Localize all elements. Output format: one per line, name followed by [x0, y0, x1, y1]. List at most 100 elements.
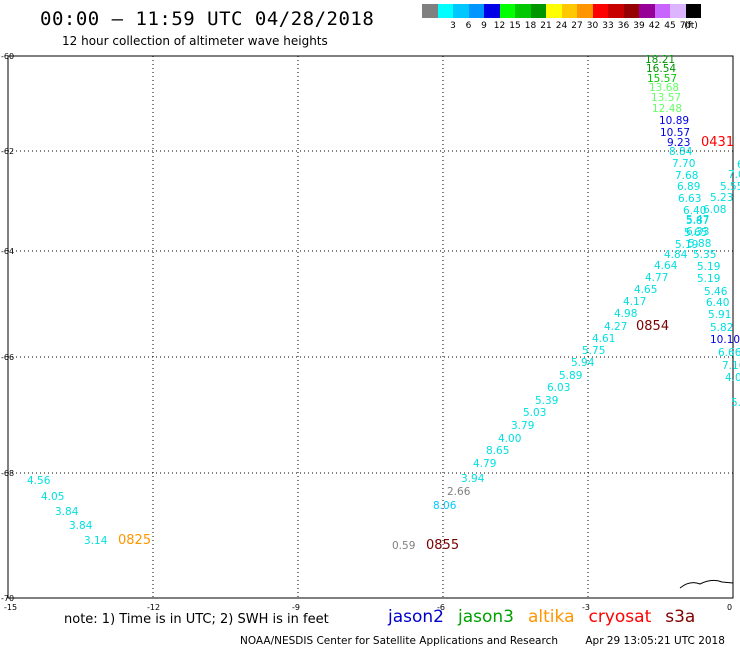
- wave-height-value: 0.59: [392, 540, 415, 552]
- latitude-label: -62: [1, 147, 14, 156]
- wave-height-value: 4.61: [592, 333, 615, 345]
- legend-swatch: [639, 4, 655, 18]
- wave-height-value: 8.06: [433, 500, 457, 512]
- legend-unit: (ft): [684, 21, 698, 31]
- legend-swatch: [453, 4, 469, 18]
- legend-label: 33: [602, 21, 614, 31]
- legend-swatch: [670, 4, 686, 18]
- satellite-name: jason2: [388, 607, 444, 627]
- legend-swatch: [422, 4, 438, 18]
- longitude-label: -9: [292, 603, 300, 612]
- wave-height-value: 6.08: [703, 204, 726, 216]
- legend-swatch: [530, 4, 546, 18]
- wave-height-value: 4.98: [614, 308, 637, 320]
- wave-height-value: 6.63: [678, 193, 701, 205]
- legend-label: 27: [571, 21, 583, 31]
- wave-height-value: 7.68: [675, 170, 698, 182]
- wave-height-value: 5.94: [571, 357, 595, 369]
- wave-height-value: 5.03: [523, 407, 546, 419]
- wave-height-value: 5.82: [710, 322, 733, 334]
- legend-label: 42: [648, 21, 661, 31]
- legend-label: 30: [586, 21, 599, 31]
- longitude-label: -12: [147, 603, 160, 612]
- pass-time-label: 0825: [118, 533, 151, 548]
- wave-height-value: 4.84: [664, 249, 688, 261]
- legend-label: 21: [540, 21, 552, 31]
- wave-height-value: 5.35: [693, 249, 716, 261]
- wave-height-value: 16.54: [646, 63, 676, 75]
- wave-height-value: 4.65: [634, 284, 657, 296]
- wave-height-value: 5.55: [720, 181, 740, 193]
- map-frame: [7, 55, 734, 599]
- satellite-legend: jason2 jason3 altika cryosat s3a: [388, 607, 709, 627]
- wave-height-value: 7.16: [722, 360, 740, 372]
- legend-label: 6: [465, 21, 472, 31]
- wave-height-value: 6.40: [706, 297, 729, 309]
- wave-height-value: 6.89: [677, 181, 700, 193]
- wave-height-value: 4.05: [41, 491, 64, 503]
- legend-swatch: [685, 4, 701, 18]
- satellite-name: cryosat: [588, 607, 652, 627]
- wave-height-value: 6.03: [547, 382, 570, 394]
- wave-height-value: 4.77: [645, 272, 668, 284]
- wave-height-value: 6.66: [718, 347, 740, 359]
- legend-label: 36: [617, 21, 630, 31]
- wave-height-value: 3.94: [461, 473, 485, 485]
- wave-height-value: 5.65: [684, 227, 707, 239]
- longitude-label: -15: [4, 603, 17, 612]
- wave-height-value: 9.23: [667, 137, 690, 149]
- legend-label: 3: [450, 21, 456, 31]
- wave-height-value: 6.33: [686, 226, 709, 238]
- wave-height-value: 4.56: [27, 475, 51, 487]
- satellite-name: s3a: [665, 607, 696, 627]
- legend-swatch: [437, 4, 453, 18]
- wave-height-value: 5.47: [686, 214, 709, 226]
- legend-swatch: [608, 4, 624, 18]
- page-subtitle: 12 hour collection of altimeter wave hei…: [62, 34, 328, 48]
- wave-height-value: 3.84: [55, 506, 79, 518]
- wave-height-value: 5.23: [710, 192, 733, 204]
- wave-height-value: 7.70: [672, 158, 695, 170]
- legend-swatch: [499, 4, 515, 18]
- timestamp: Apr 29 13:05:21 UTC 2018: [585, 635, 725, 647]
- wave-height-value: 8.84: [669, 146, 693, 158]
- wave-height-value: 5.89: [559, 370, 582, 382]
- legend-label: 45: [664, 21, 676, 31]
- longitude-label: -3: [582, 603, 590, 612]
- wave-height-value: 8.65: [486, 445, 509, 457]
- credit-line: NOAA/NESDIS Center for Satellite Applica…: [240, 635, 725, 647]
- wave-height-value: 6: [737, 159, 740, 171]
- wave-height-value: 5.19: [697, 273, 720, 285]
- wave-height-value: 5.: [731, 397, 740, 409]
- latitude-label: -70: [1, 594, 14, 603]
- legend-swatch: [515, 4, 531, 18]
- legend-label: 15: [509, 21, 521, 31]
- legend-swatch: [623, 4, 639, 18]
- wave-height-value: 6.40: [683, 205, 706, 217]
- pass-time-label: 0431: [701, 135, 734, 150]
- wave-height-value: 13.57: [651, 92, 681, 104]
- wave-height-value: 3.84: [69, 520, 93, 532]
- wave-height-value: 15.57: [647, 73, 677, 85]
- wave-height-value: 5.19: [675, 239, 698, 251]
- wave-height-value: 3.14: [84, 535, 108, 547]
- wave-height-value: 2.66: [447, 486, 471, 498]
- legend-swatch: [654, 4, 670, 18]
- satellite-name: jason3: [458, 607, 514, 627]
- longitude-label: -6: [437, 603, 445, 612]
- legend-swatch: [546, 4, 562, 18]
- pass-time-label: 0854: [636, 319, 669, 334]
- legend-swatch: [577, 4, 593, 18]
- wave-height-value: 5.88: [688, 238, 711, 250]
- wave-height-value: 5.46: [704, 286, 728, 298]
- legend-swatch: [468, 4, 484, 18]
- wave-height-value: 13.68: [649, 82, 679, 94]
- wave-height-value: 5.75: [582, 345, 605, 357]
- legend-label: 18: [524, 21, 537, 31]
- wave-height-value: 3.79: [511, 420, 534, 432]
- wave-height-value: 10.57: [660, 127, 690, 139]
- legend-label: 12: [493, 21, 506, 31]
- wave-height-value: 5.91: [708, 309, 731, 321]
- pass-time-label: 0855: [426, 538, 459, 553]
